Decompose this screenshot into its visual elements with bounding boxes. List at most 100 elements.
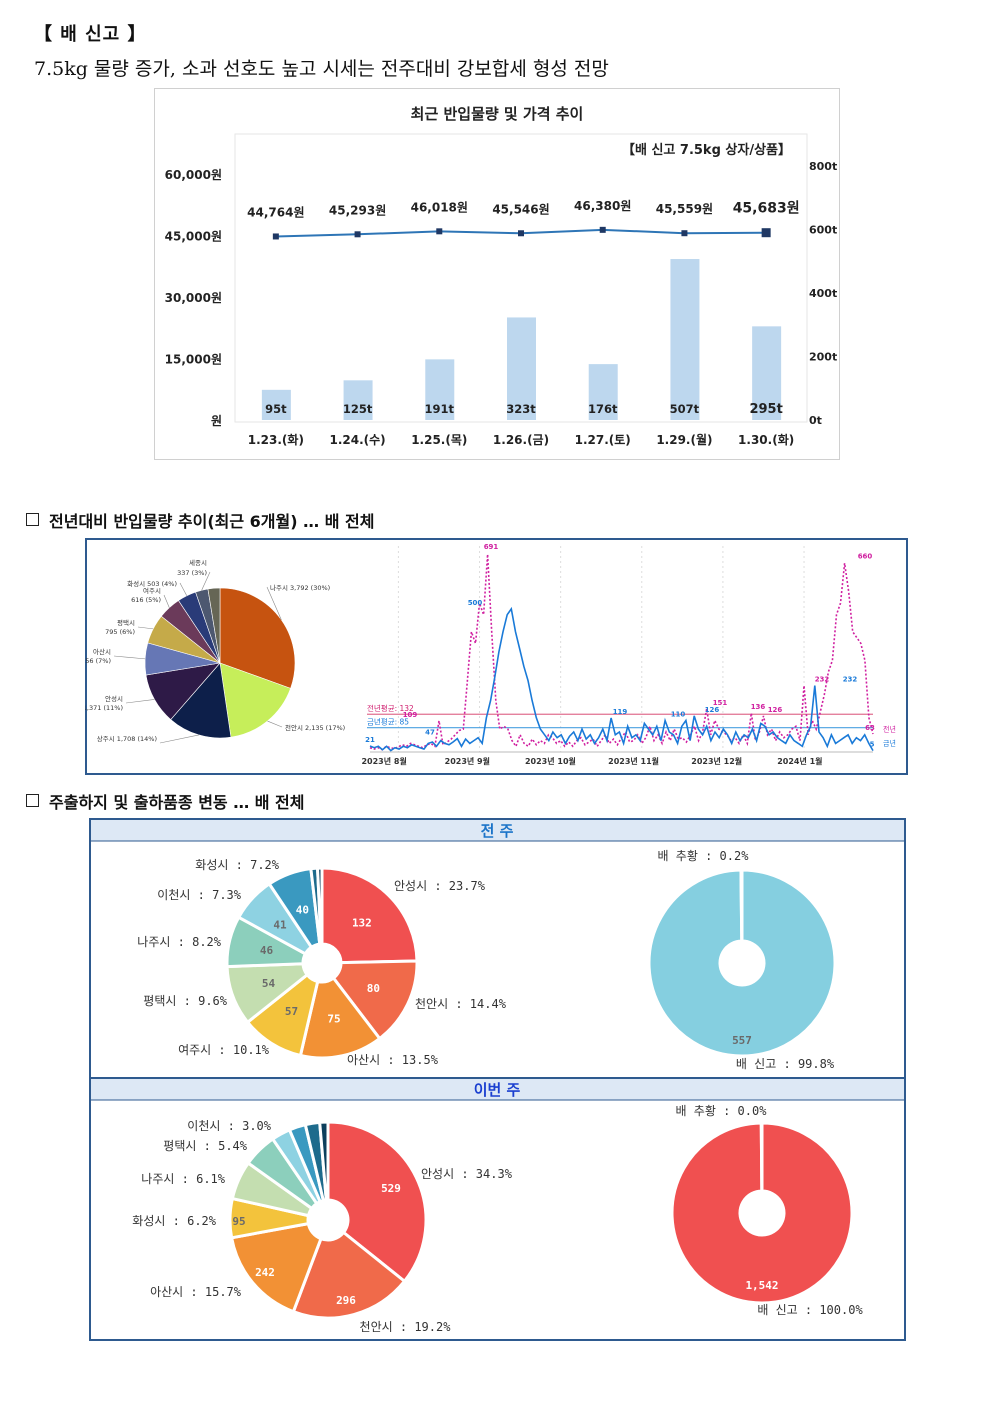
x-tick-label: 2024년 1월 xyxy=(777,756,822,766)
volume-bar xyxy=(670,259,700,420)
pie-label: 1,371 (11%) xyxy=(85,704,123,712)
section-region-heading: 주출하지 및 출하품종 변동 … 배 전체 xyxy=(26,789,305,813)
price-label: 45,559원 xyxy=(656,202,713,216)
donut-value: 57 xyxy=(285,1005,298,1018)
page-title: 【 배 신고 】 xyxy=(34,24,147,45)
donut-value: 1,542 xyxy=(745,1279,778,1292)
line-annotation: 691 xyxy=(484,543,499,551)
donut-slice xyxy=(332,959,419,1041)
right-tick-label: 600t xyxy=(809,224,837,237)
donut-value: 54 xyxy=(262,977,276,990)
donut-label: 안성시 : 23.7% xyxy=(394,879,486,893)
panel-this-week-title: 이번 주 xyxy=(474,1081,521,1099)
donut-slice xyxy=(320,866,419,965)
volume-bar xyxy=(752,326,782,420)
line-annotation: 109 xyxy=(403,711,418,719)
checkbox-icon xyxy=(26,513,39,526)
price-label: 44,764원 xyxy=(247,205,304,219)
legend-prev: 전년 xyxy=(883,725,896,734)
price-label: 45,683원 xyxy=(733,201,800,217)
pie-label: 천안시 2,135 (17%) xyxy=(285,723,345,732)
volume-bar-label: 323t xyxy=(506,402,536,416)
price-marker xyxy=(518,230,524,237)
right-tick-label: 0t xyxy=(809,414,822,427)
volume-bar-label: 507t xyxy=(670,402,700,416)
curr-avg-label: 금년평균: 85 xyxy=(367,717,409,727)
line-annotation: 47 xyxy=(425,729,435,737)
price-label: 45,546원 xyxy=(492,202,549,216)
x-tick-label: 2023년 9월 xyxy=(445,756,490,766)
volume-bar-label: 125t xyxy=(343,402,373,416)
line-annotation: 500 xyxy=(468,599,483,607)
donut-value: 40 xyxy=(296,904,309,917)
donut-label: 아산시 : 15.7% xyxy=(150,1285,242,1299)
donut-slice xyxy=(298,976,382,1060)
volume-bar-label: 191t xyxy=(425,402,455,416)
pie-label: 795 (6%) xyxy=(105,628,135,636)
price-marker xyxy=(761,228,771,238)
volume-bar xyxy=(588,364,618,420)
donut-label: 여주시 : 10.1% xyxy=(178,1043,270,1057)
section-yoy-heading: 전년대비 반입물량 추이(최근 6개월) … 배 전체 xyxy=(26,508,374,532)
donut-value: 80 xyxy=(367,982,380,995)
line-annotation: 660 xyxy=(858,553,873,561)
line-annotation: 110 xyxy=(671,711,686,719)
legend-curr: 금년 xyxy=(883,739,896,748)
donut-slice xyxy=(291,1230,407,1320)
donut-value: 95 xyxy=(232,1215,245,1228)
donut-value: 132 xyxy=(352,916,372,929)
page-subtitle: 7.5kg 물량 증가, 소과 선호도 높고 시세는 전주대비 강보합세 형성 … xyxy=(34,58,609,80)
donut-value: 75 xyxy=(327,1013,340,1026)
line-annotation: 232 xyxy=(815,676,830,684)
left-tick-label: 45,000원 xyxy=(165,230,222,244)
weekly-panel: 전 주 이번 주 안성시 : 23.7% 천안시 : 14.4% 아산시 : 13.… xyxy=(89,818,906,1341)
price-label: 45,293원 xyxy=(329,203,386,217)
price-marker xyxy=(681,230,688,237)
donut-label: 배 신고 : 99.8% xyxy=(736,1057,835,1071)
donut-value: 296 xyxy=(336,1294,356,1307)
donut-label: 나주시 : 6.1% xyxy=(141,1172,225,1186)
right-tick-label: 200t xyxy=(809,351,837,364)
yoy-panel: 나주시 3,792 (30%) 천안시 2,135 (17%) 상주시 1,708 … xyxy=(85,538,908,775)
donut-slice xyxy=(647,868,837,1058)
donut-label: 천안시 : 14.4% xyxy=(415,996,507,1011)
category-label: 1.23.(화) xyxy=(248,432,304,447)
volume-bar xyxy=(343,380,373,420)
category-label: 1.25.(목) xyxy=(411,433,467,447)
line-annotation: 5 xyxy=(870,741,875,749)
donut-slice xyxy=(739,868,744,943)
line-annotation: 151 xyxy=(713,699,728,707)
pie-label: 616 (5%) xyxy=(131,596,161,604)
category-label: 1.29.(월) xyxy=(656,432,712,447)
donut-label: 화성시 : 6.2% xyxy=(132,1214,216,1228)
x-tick-label: 2023년 11월 xyxy=(608,756,659,766)
donut-value: 242 xyxy=(255,1266,275,1279)
line-annotation: 232 xyxy=(843,676,858,684)
pie-slice xyxy=(207,587,221,664)
donut-slice xyxy=(670,1121,854,1305)
section-region-label: 주출하지 및 출하품종 변동 … 배 전체 xyxy=(49,793,305,812)
volume-bar-label: 295t xyxy=(749,402,782,417)
price-marker xyxy=(272,233,279,240)
right-tick-label: 800t xyxy=(809,160,837,173)
donut-slice xyxy=(318,1120,330,1202)
prev-avg-label: 전년평균: 132 xyxy=(367,703,414,713)
donut-label: 이천시 : 7.3% xyxy=(157,887,241,902)
pie-label: 세종시 xyxy=(189,558,207,567)
left-tick-label: 15,000원 xyxy=(165,353,222,367)
chart-legend: 【배 신고 7.5kg 상자/상품】 xyxy=(622,142,791,158)
pie-label: 나주시 3,792 (30%) xyxy=(270,583,330,592)
line-annotation: 126 xyxy=(768,706,783,714)
left-tick-label: 60,000원 xyxy=(165,168,222,182)
left-tick-label: 원 xyxy=(211,414,222,428)
x-tick-label: 2023년 10월 xyxy=(525,756,576,766)
donut-label: 평택시 : 5.4% xyxy=(163,1139,247,1153)
volume-bar xyxy=(261,389,291,420)
pie-label: 상주시 1,708 (14%) xyxy=(97,734,157,743)
donut-value: 557 xyxy=(732,1034,752,1047)
line-annotation: 136 xyxy=(751,703,766,711)
chart-title: 최근 반입물량 및 가격 추이 xyxy=(411,105,584,123)
donut-label: 평택시 : 9.6% xyxy=(143,994,227,1008)
line-annotation: 21 xyxy=(365,736,375,744)
curr-year-line xyxy=(369,606,874,752)
